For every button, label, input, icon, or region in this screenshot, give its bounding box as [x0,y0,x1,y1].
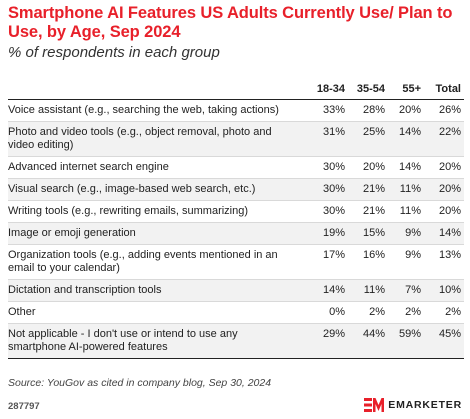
table-row: Advanced internet search engine 30% 20% 14%… [8,156,464,179]
cell-value: 21% [348,200,388,223]
row-label: Organization tools (e.g., adding events … [8,244,304,280]
cell-value: 9% [388,244,424,280]
cell-value: 2% [348,301,388,324]
cell-value: 13% [424,244,464,280]
cell-value: 22% [424,121,464,157]
cell-value: 28% [348,99,388,122]
cell-value: 9% [388,222,424,245]
cell-value: 2% [424,301,464,324]
cell-value: 30% [304,178,348,201]
cell-value: 0% [304,301,348,324]
cell-value: 7% [388,279,424,302]
row-label: Not applicable - I don't use or intend t… [8,323,304,359]
cell-value: 20% [424,156,464,179]
column-header: 18-34 [304,80,348,100]
cell-value: 20% [424,178,464,201]
cell-value: 31% [304,121,348,157]
em-logo-icon [364,398,385,412]
cell-value: 11% [348,279,388,302]
table-row: Other 0% 2% 2% 2% [8,301,464,324]
table-row: Not applicable - I don't use or intend t… [8,323,464,359]
table-row: Writing tools (e.g., rewriting emails, s… [8,200,464,223]
table-row: Photo and video tools (e.g., object remo… [8,121,464,157]
data-table: 18-34 35-54 55+ Total Voice assistant (e… [8,80,464,359]
cell-value: 59% [388,323,424,359]
cell-value: 30% [304,200,348,223]
cell-value: 33% [304,99,348,122]
cell-value: 30% [304,156,348,179]
cell-value: 14% [388,156,424,179]
column-header: Total [424,80,464,100]
cell-value: 44% [348,323,388,359]
cell-value: 14% [304,279,348,302]
cell-value: 14% [424,222,464,245]
cell-value: 20% [424,200,464,223]
row-label: Visual search (e.g., image-based web sea… [8,178,304,201]
row-label: Image or emoji generation [8,222,304,245]
cell-value: 17% [304,244,348,280]
cell-value: 10% [424,279,464,302]
table-row: Image or emoji generation 19% 15% 9% 14% [8,222,464,245]
cell-value: 20% [348,156,388,179]
header-blank [8,80,304,100]
table-row: Organization tools (e.g., adding events … [8,244,464,280]
row-label: Voice assistant (e.g., searching the web… [8,99,304,122]
column-header: 35-54 [348,80,388,100]
cell-value: 16% [348,244,388,280]
row-label: Writing tools (e.g., rewriting emails, s… [8,200,304,223]
cell-value: 21% [348,178,388,201]
cell-value: 29% [304,323,348,359]
cell-value: 26% [424,99,464,122]
row-label: Advanced internet search engine [8,156,304,179]
cell-value: 20% [388,99,424,122]
chart-id: 287797 [8,401,40,412]
row-label: Photo and video tools (e.g., object remo… [8,121,304,157]
table-row: Visual search (e.g., image-based web sea… [8,178,464,201]
cell-value: 25% [348,121,388,157]
table-body: Voice assistant (e.g., searching the web… [8,99,464,359]
cell-value: 14% [388,121,424,157]
cell-value: 19% [304,222,348,245]
table-row: Dictation and transcription tools 14% 11% 7… [8,279,464,302]
brand-logo: EMARKETER [364,397,462,413]
cell-value: 11% [388,178,424,201]
chart-subtitle: % of respondents in each group [8,44,220,61]
header-row: 18-34 35-54 55+ Total [8,80,464,100]
table-row: Voice assistant (e.g., searching the web… [8,99,464,122]
chart-title: Smartphone AI Features US Adults Current… [8,4,453,41]
brand-name: EMARKETER [388,399,462,411]
row-label: Other [8,301,304,324]
cell-value: 2% [388,301,424,324]
cell-value: 11% [388,200,424,223]
source-note: Source: YouGov as cited in company blog,… [8,377,272,389]
column-header: 55+ [388,80,424,100]
row-label: Dictation and transcription tools [8,279,304,302]
cell-value: 15% [348,222,388,245]
cell-value: 45% [424,323,464,359]
